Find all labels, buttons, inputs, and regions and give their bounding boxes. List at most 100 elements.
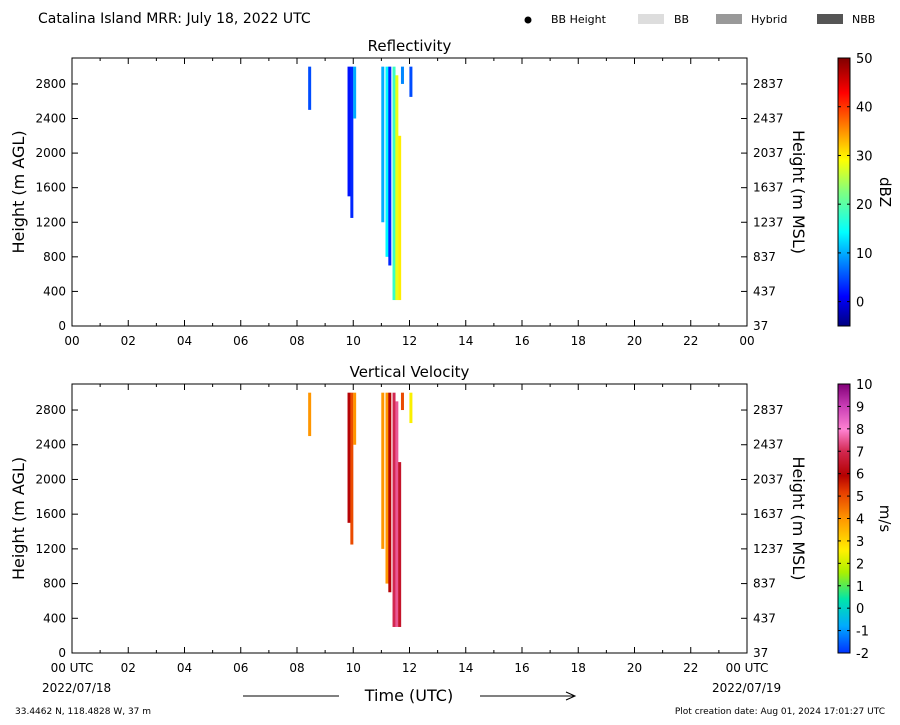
legend-label-bb: BB <box>674 13 689 26</box>
bb-height-marker <box>524 16 532 24</box>
y-axis-label: Height (m AGL) <box>9 457 28 580</box>
y-tick-label: 800 <box>43 250 66 264</box>
y-tick-label-right: 2837 <box>753 403 784 417</box>
time-axis-label: Time (UTC) <box>364 686 453 705</box>
y-tick-label-right: 437 <box>753 611 776 625</box>
start-date-label: 2022/07/18 <box>42 681 111 695</box>
echo-streak <box>392 66 396 301</box>
echo-streak <box>400 66 404 84</box>
colorbar-tick-label: 1 <box>856 580 864 595</box>
echo-streak <box>350 392 354 545</box>
y-tick-label-right: 1637 <box>753 507 784 521</box>
x-tick-label: 00 UTC <box>726 661 769 675</box>
echo-streak <box>409 392 413 424</box>
colorbar-tick-label: 7 <box>856 445 864 460</box>
colorbar-label: dBZ <box>876 177 894 207</box>
end-date-label: 2022/07/19 <box>712 681 781 695</box>
echo-streak <box>388 392 392 593</box>
y-tick-label: 800 <box>43 577 66 591</box>
y-tick-label-right: 2437 <box>753 438 784 452</box>
y-tick-label: 400 <box>43 284 66 298</box>
y-tick-label-right: 837 <box>753 250 776 264</box>
colorbar-tick-label: 6 <box>856 468 864 483</box>
colorbar-gradient <box>837 57 851 327</box>
data-streaks <box>308 392 413 627</box>
colorbar-tick-label: 5 <box>856 490 864 505</box>
y-tick-label: 2800 <box>35 403 66 417</box>
y-axis-label-right: Height (m MSL) <box>789 130 808 254</box>
colorbar-tick-label: 9 <box>856 400 864 415</box>
echo-streak <box>395 401 399 627</box>
y-tick-label: 0 <box>58 646 66 660</box>
y-tick-label: 1200 <box>35 542 66 556</box>
colorbar-tick-label: 50 <box>856 52 873 67</box>
colorbar-tick-label: 40 <box>856 101 873 116</box>
x-tick-label: 16 <box>514 334 529 348</box>
time-arrow-head <box>565 691 577 701</box>
location-label: 33.4462 N, 118.4828 W, 37 m <box>15 707 151 717</box>
creation-date-label: Plot creation date: Aug 01, 2024 17:01:2… <box>675 707 885 717</box>
x-tick-label: 10 <box>346 334 361 348</box>
colorbar-tick-label: 2 <box>856 557 864 572</box>
y-tick-label-right: 2037 <box>753 146 784 160</box>
legend-label-bb-height: BB Height <box>551 13 607 26</box>
y-tick-label: 2800 <box>35 77 66 91</box>
x-tick-label: 12 <box>402 334 417 348</box>
y-tick-label: 1600 <box>35 181 66 195</box>
x-tick-label: 00 <box>739 334 754 348</box>
echo-streak <box>347 66 351 197</box>
legend-label-hybrid: Hybrid <box>751 13 787 26</box>
y-tick-label: 1200 <box>35 215 66 229</box>
colorbar-tick-label: 0 <box>856 602 864 617</box>
legend-label-nbb: NBB <box>852 13 875 26</box>
y-tick-label: 2000 <box>35 146 66 160</box>
colorbar-tick-label: 30 <box>856 149 873 164</box>
y-tick-label-right: 1637 <box>753 181 784 195</box>
x-tick-label: 06 <box>233 661 248 675</box>
x-tick-label: 08 <box>289 661 304 675</box>
colorbar-label: m/s <box>876 505 894 533</box>
colorbar-tick-label: -2 <box>856 647 869 662</box>
x-tick-label: 04 <box>177 661 192 675</box>
plot-frame <box>71 57 748 327</box>
echo-streak <box>347 392 351 523</box>
y-tick-label-right: 837 <box>753 577 776 591</box>
y-tick-label-right: 37 <box>753 319 768 333</box>
legend-swatch-nbb <box>817 14 843 24</box>
y-tick-label: 0 <box>58 319 66 333</box>
x-tick-label: 16 <box>514 661 529 675</box>
x-tick-label: 00 <box>64 334 79 348</box>
x-tick-label: 10 <box>346 661 361 675</box>
echo-streak <box>350 66 354 218</box>
colorbar-tick-label: 10 <box>856 378 873 393</box>
echo-streak <box>400 392 404 411</box>
colorbar-tick-label: 3 <box>856 535 864 550</box>
echo-streak <box>398 135 402 301</box>
y-tick-label-right: 37 <box>753 646 768 660</box>
colorbar: 0 10 20 30 40 50 dBZ <box>837 52 894 327</box>
y-tick-label-right: 2837 <box>753 77 784 91</box>
data-streaks <box>308 66 413 301</box>
x-tick-label: 04 <box>177 334 192 348</box>
x-tick-label: 08 <box>289 334 304 348</box>
x-tick-label: 02 <box>121 334 136 348</box>
echo-streak <box>353 66 357 119</box>
legend-swatch-bb <box>638 14 664 24</box>
x-tick-label: 18 <box>571 661 586 675</box>
echo-streak <box>398 462 402 627</box>
colorbar-tick-label: -1 <box>856 625 869 640</box>
y-tick-label-right: 1237 <box>753 542 784 556</box>
y-tick-label: 2400 <box>35 438 66 452</box>
colorbar-tick-label: 4 <box>856 513 864 528</box>
y-axis-label: Height (m AGL) <box>9 130 28 253</box>
colorbar-tick-label: 10 <box>856 247 873 262</box>
legend-swatch-hybrid <box>716 14 742 24</box>
echo-streak <box>353 392 357 445</box>
colorbar-tick-label: 8 <box>856 423 864 438</box>
echo-streak <box>381 392 385 549</box>
y-axis-label-right: Height (m MSL) <box>789 456 808 580</box>
colorbar: -2 -1 0 1 2 3 4 5 6 7 8 9 10 m/s <box>837 378 894 662</box>
echo-streak <box>308 392 312 437</box>
